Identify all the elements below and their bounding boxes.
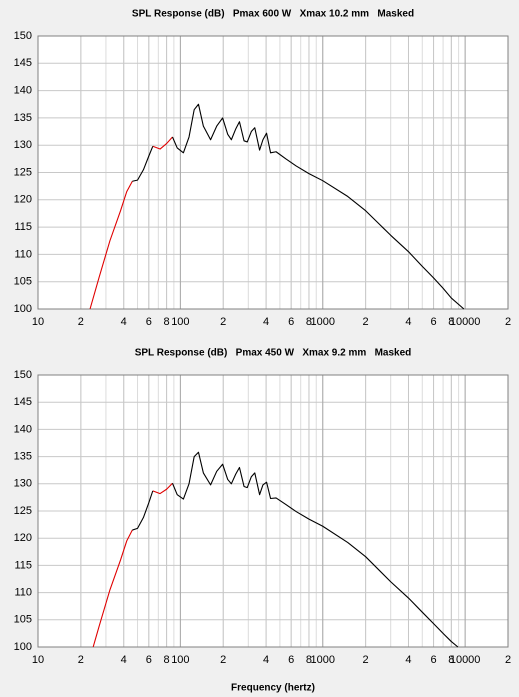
y-tick-label: 100 <box>14 641 32 653</box>
y-tick-label: 120 <box>14 532 32 544</box>
y-tick-label: 130 <box>14 139 32 151</box>
spl-curve <box>132 103 465 310</box>
x-tick-label: 10 <box>32 654 44 666</box>
x-tick-label: 8 <box>448 316 454 328</box>
y-tick-label: 150 <box>14 369 32 381</box>
x-axis-label: Frequency (hertz) <box>231 683 315 694</box>
spl-curve <box>89 136 173 310</box>
chart-title: SPL Response (dB) Pmax 600 W Xmax 10.2 m… <box>132 9 414 20</box>
x-tick-label: 10 <box>32 316 44 328</box>
x-tick-label: 2 <box>220 654 226 666</box>
plot-frame <box>37 35 509 310</box>
y-tick-label: 105 <box>14 614 32 626</box>
x-tick-label: 2 <box>78 316 84 328</box>
plot-frame <box>37 374 509 648</box>
x-tick-label: 2 <box>220 316 226 328</box>
x-tick-label: 8 <box>306 316 312 328</box>
y-tick-label: 100 <box>14 303 32 315</box>
x-tick-label: 8 <box>306 654 312 666</box>
x-tick-label: 4 <box>405 316 411 328</box>
x-tick-label: 6 <box>288 316 294 328</box>
y-tick-label: 120 <box>14 194 32 206</box>
x-tick-label: 4 <box>405 654 411 666</box>
y-tick-label: 115 <box>14 221 32 233</box>
spl-curve <box>132 451 459 648</box>
x-tick-label: 100 <box>171 654 189 666</box>
y-tick-label: 145 <box>14 396 32 408</box>
x-tick-label: 4 <box>121 316 127 328</box>
y-tick-label: 135 <box>14 112 32 124</box>
y-tick-label: 105 <box>14 276 32 288</box>
y-tick-label: 145 <box>14 57 32 69</box>
y-tick-label: 135 <box>14 451 32 463</box>
y-tick-label: 115 <box>14 559 32 571</box>
x-tick-label: 4 <box>263 316 269 328</box>
x-tick-label: 2 <box>363 654 369 666</box>
x-tick-label: 1000 <box>311 654 335 666</box>
x-tick-label: 100 <box>171 316 189 328</box>
x-tick-label: 8 <box>164 654 170 666</box>
x-tick-label: 6 <box>146 316 152 328</box>
x-tick-label: 2 <box>78 654 84 666</box>
x-tick-label: 6 <box>288 654 294 666</box>
x-tick-label: 2 <box>505 654 511 666</box>
y-tick-label: 140 <box>14 85 32 97</box>
x-tick-label: 8 <box>164 316 170 328</box>
x-tick-label: 8 <box>448 654 454 666</box>
y-tick-label: 150 <box>14 30 32 42</box>
x-tick-label: 2 <box>363 316 369 328</box>
x-tick-label: 6 <box>146 654 152 666</box>
x-tick-label: 4 <box>263 654 269 666</box>
y-tick-label: 130 <box>14 478 32 490</box>
x-tick-label: 2 <box>505 316 511 328</box>
spl-curve <box>92 482 173 648</box>
y-tick-label: 110 <box>14 587 32 599</box>
x-tick-label: 10000 <box>450 654 481 666</box>
y-tick-label: 125 <box>14 505 32 517</box>
y-tick-label: 110 <box>14 248 32 260</box>
x-tick-label: 10000 <box>450 316 481 328</box>
x-tick-label: 6 <box>430 654 436 666</box>
chart-title: SPL Response (dB) Pmax 450 W Xmax 9.2 mm… <box>135 348 412 359</box>
y-tick-label: 140 <box>14 423 32 435</box>
y-tick-label: 125 <box>14 166 32 178</box>
x-tick-label: 4 <box>121 654 127 666</box>
x-tick-label: 6 <box>430 316 436 328</box>
x-tick-label: 1000 <box>311 316 335 328</box>
